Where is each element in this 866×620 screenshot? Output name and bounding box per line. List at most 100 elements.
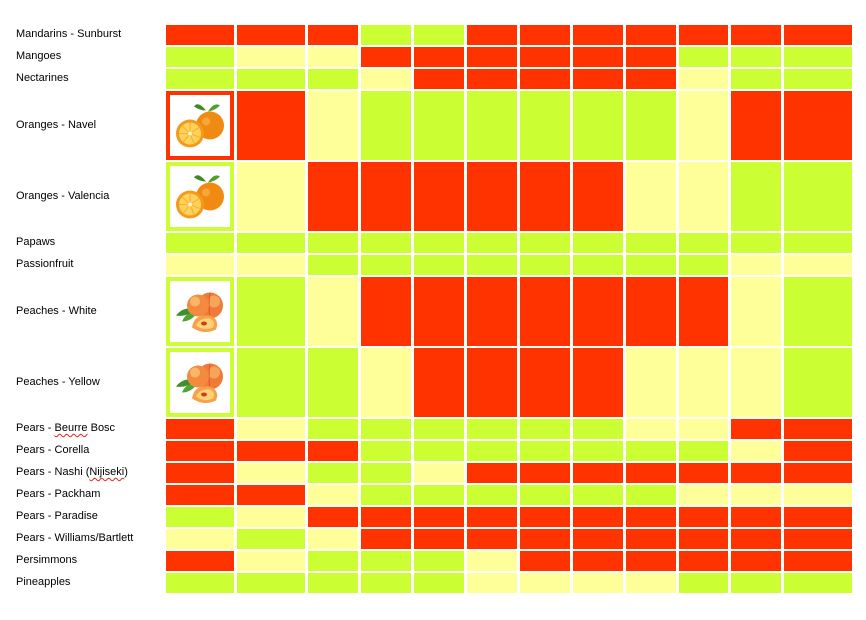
availability-cell — [467, 419, 517, 439]
availability-cell — [308, 47, 358, 67]
availability-cell — [166, 529, 234, 549]
availability-cell — [573, 419, 623, 439]
availability-cell — [626, 551, 676, 571]
availability-cell — [784, 25, 852, 45]
availability-cell — [166, 233, 234, 253]
availability-cell — [626, 419, 676, 439]
availability-cell — [467, 485, 517, 505]
availability-cell — [520, 419, 570, 439]
availability-cell — [573, 69, 623, 89]
availability-cell — [308, 277, 358, 346]
availability-cell — [573, 573, 623, 593]
availability-cell — [308, 419, 358, 439]
row-label: Pears - Williams/Bartlett — [16, 532, 164, 545]
availability-cell — [626, 91, 676, 160]
availability-cell — [467, 233, 517, 253]
availability-cell — [237, 91, 305, 160]
availability-cell — [731, 162, 781, 231]
availability-cell — [520, 162, 570, 231]
availability-cell — [731, 348, 781, 417]
availability-cell — [573, 233, 623, 253]
row-label: Peaches - White — [16, 305, 164, 318]
row-label-text: Pears - Nashi ( — [16, 466, 90, 478]
availability-cell — [361, 485, 411, 505]
availability-cell — [467, 91, 517, 160]
availability-cell — [626, 507, 676, 527]
availability-cell — [784, 91, 852, 160]
availability-cell — [784, 277, 852, 346]
availability-cell — [520, 69, 570, 89]
availability-cell — [361, 162, 411, 231]
availability-cell — [467, 573, 517, 593]
availability-cell — [361, 233, 411, 253]
availability-cell — [573, 255, 623, 275]
availability-cell — [308, 69, 358, 89]
availability-cell — [308, 233, 358, 253]
availability-cell — [237, 47, 305, 67]
availability-cell — [414, 441, 464, 461]
availability-cell — [784, 233, 852, 253]
availability-cell — [626, 69, 676, 89]
peaches-photo — [166, 277, 234, 346]
availability-cell — [166, 419, 234, 439]
availability-cell — [626, 277, 676, 346]
availability-cell — [784, 69, 852, 89]
availability-cell — [414, 47, 464, 67]
availability-cell — [361, 91, 411, 160]
row-label: Pears - Corella — [16, 444, 164, 457]
row-label-text: Mandarins - Sunburst — [16, 28, 122, 40]
availability-cell — [237, 255, 305, 275]
row-label: Nectarines — [16, 72, 164, 85]
availability-cell — [731, 507, 781, 527]
row-label-text: Pineapples — [16, 576, 71, 588]
availability-cell — [414, 551, 464, 571]
availability-cell — [784, 441, 852, 461]
availability-cell — [626, 233, 676, 253]
availability-cell — [679, 573, 728, 593]
availability-cell — [731, 47, 781, 67]
availability-cell — [626, 348, 676, 417]
availability-cell — [626, 529, 676, 549]
availability-cell — [467, 47, 517, 67]
availability-cell — [467, 255, 517, 275]
availability-cell — [784, 485, 852, 505]
availability-cell — [520, 233, 570, 253]
row-label-text: Papaws — [16, 236, 56, 248]
availability-cell — [731, 25, 781, 45]
availability-cell — [467, 507, 517, 527]
row-label: Mandarins - Sunburst — [16, 28, 164, 41]
availability-cell — [361, 507, 411, 527]
row-label-text: Mangoes — [16, 50, 62, 62]
row-label: Persimmons — [16, 554, 164, 567]
availability-cell — [308, 463, 358, 483]
row-label-text: Pears - Corella — [16, 444, 90, 456]
availability-cell — [308, 573, 358, 593]
availability-cell — [467, 69, 517, 89]
availability-cell — [731, 255, 781, 275]
availability-cell — [679, 485, 728, 505]
availability-cell — [361, 255, 411, 275]
row-label: Pineapples — [16, 576, 164, 589]
availability-cell — [308, 255, 358, 275]
availability-cell — [679, 441, 728, 461]
availability-cell — [467, 348, 517, 417]
availability-cell — [626, 463, 676, 483]
availability-cell — [414, 25, 464, 45]
availability-cell — [414, 69, 464, 89]
availability-cell — [520, 485, 570, 505]
availability-cell — [414, 91, 464, 160]
availability-cell — [679, 47, 728, 67]
availability-cell — [308, 529, 358, 549]
availability-cell — [626, 25, 676, 45]
availability-cell — [414, 419, 464, 439]
availability-cell — [679, 529, 728, 549]
availability-cell — [626, 441, 676, 461]
spellcheck-flagged-word: Nijiseki — [89, 466, 125, 478]
availability-cell — [237, 277, 305, 346]
availability-cell — [237, 441, 305, 461]
availability-cell — [679, 348, 728, 417]
availability-cell — [308, 162, 358, 231]
availability-cell — [520, 277, 570, 346]
availability-cell — [573, 507, 623, 527]
availability-cell — [361, 69, 411, 89]
